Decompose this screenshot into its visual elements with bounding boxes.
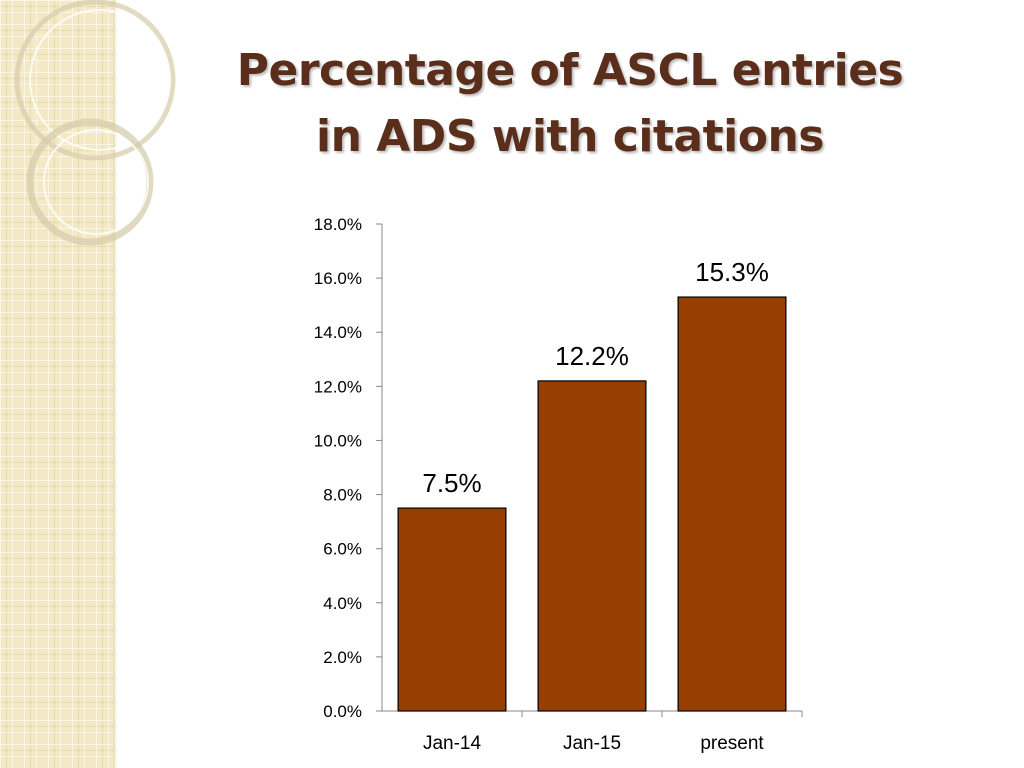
data-label: 7.5% [422,468,481,498]
y-tick-label: 2.0% [323,648,362,667]
decorative-rings [14,0,176,246]
bar-jan-15 [537,380,647,712]
decorative-ring-small-highlight [43,129,149,235]
x-category-label: Jan-15 [563,733,621,754]
x-category-label: Jan-14 [423,733,482,754]
side-panel-edge [113,0,117,768]
x-category-label: present [700,733,764,754]
y-tick-label: 10.0% [314,431,362,450]
bar-jan-14 [397,507,507,712]
y-tick-label: 4.0% [323,594,362,613]
y-tick-label: 0.0% [323,702,362,721]
slide-title-line-1: Percentage of ASCL entries [236,45,904,96]
slide-title: Percentage of ASCL entries in ADS with c… [170,38,970,170]
data-label: 12.2% [555,341,629,371]
decorative-ring-highlight [29,9,171,151]
slide-title-line-2: in ADS with citations [316,111,824,162]
y-tick-label: 18.0% [314,215,362,234]
decorative-ring-large [14,0,176,161]
bar-present [677,296,787,712]
decorative-side-panel [0,0,113,768]
y-tick-label: 8.0% [323,486,362,505]
y-tick-label: 12.0% [314,377,362,396]
y-tick-label: 6.0% [323,540,362,559]
decorative-ring-small [26,118,154,246]
y-tick-label: 16.0% [314,269,362,288]
data-label: 15.3% [695,257,769,287]
y-tick-label: 14.0% [314,323,362,342]
